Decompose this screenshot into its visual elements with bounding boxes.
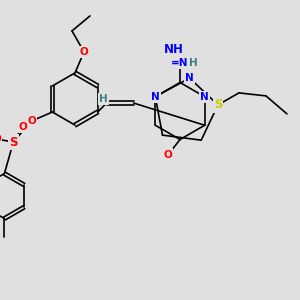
- Text: O: O: [27, 116, 36, 126]
- Text: =N: =N: [171, 58, 189, 68]
- Text: H: H: [189, 58, 198, 68]
- Text: O: O: [164, 149, 172, 160]
- Text: N: N: [185, 73, 194, 83]
- Text: O: O: [80, 47, 88, 57]
- Text: NH: NH: [164, 43, 184, 56]
- Text: N: N: [151, 92, 160, 102]
- Text: N: N: [200, 92, 209, 102]
- Text: O: O: [0, 134, 1, 144]
- Text: S: S: [214, 98, 222, 111]
- Text: S: S: [9, 136, 18, 148]
- Text: O: O: [18, 122, 27, 132]
- Text: N: N: [151, 92, 160, 102]
- Text: H: H: [99, 94, 108, 103]
